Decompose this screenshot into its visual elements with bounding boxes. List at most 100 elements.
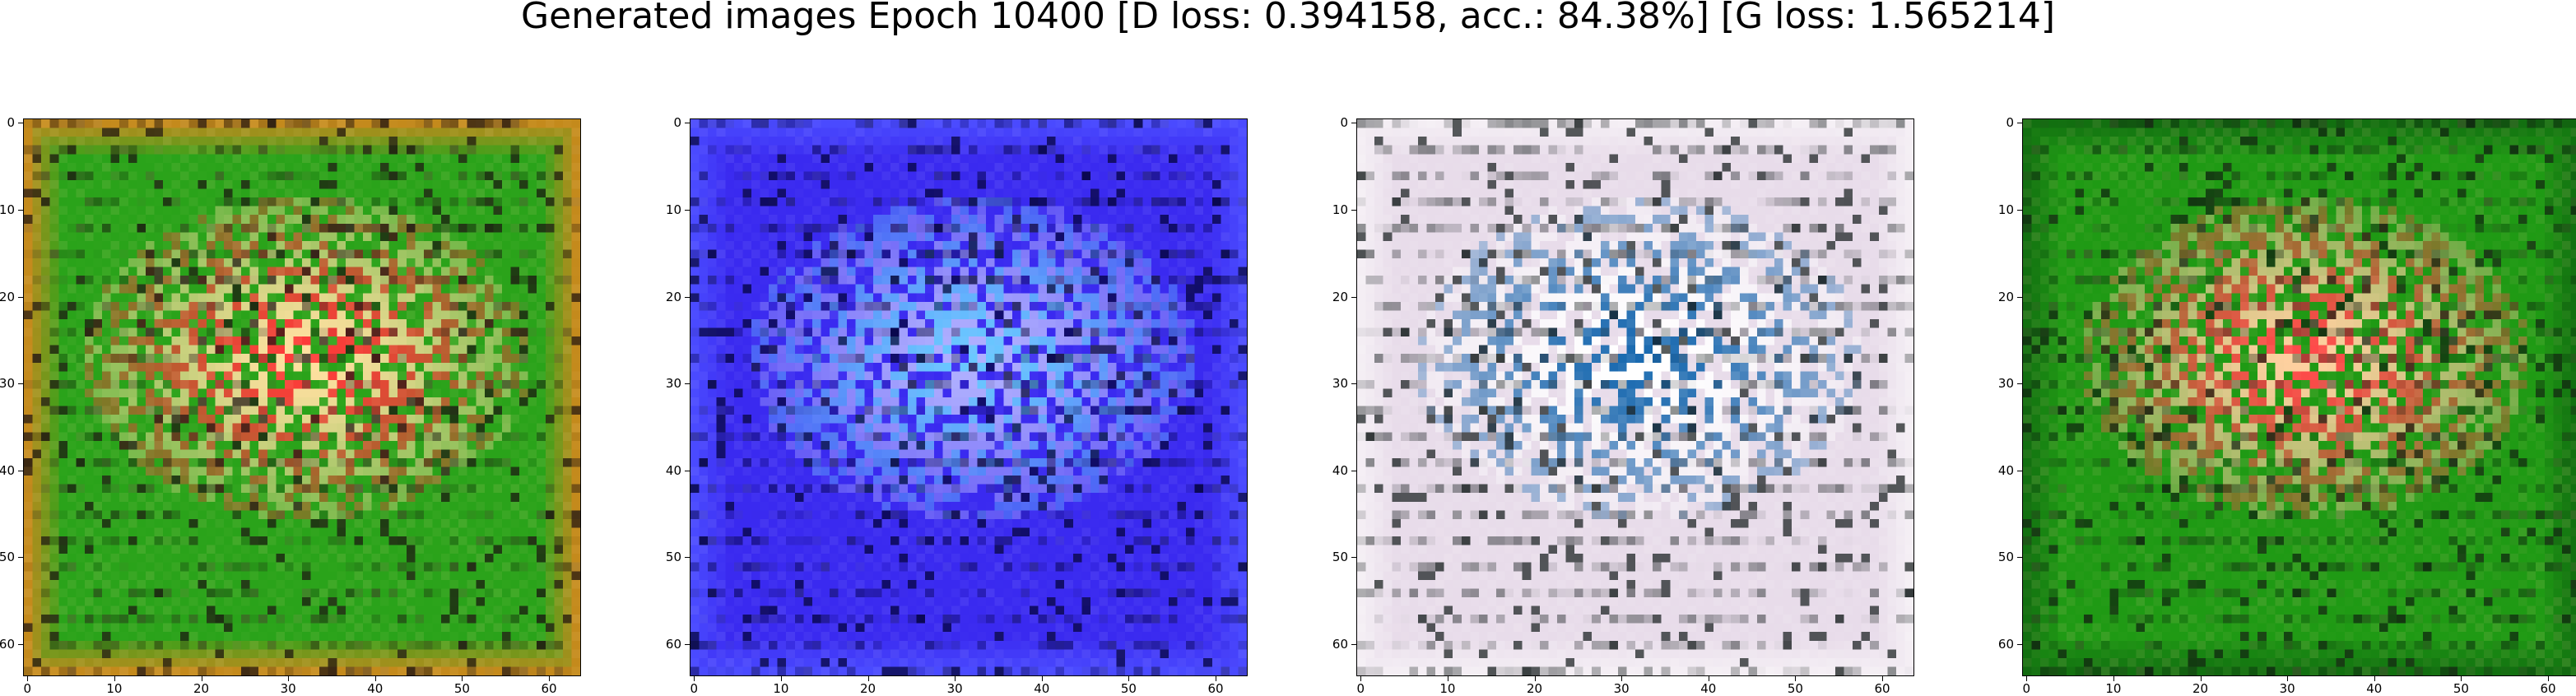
figure-title: Generated images Epoch 10400 [D loss: 0.… xyxy=(0,0,2576,49)
generated-image-2-panel: 0 0 10 10 20 20 30 30 40 40 50 50 60 60 xyxy=(690,118,1248,676)
x-tick-mark xyxy=(462,676,463,681)
generated-image-3-pixels xyxy=(1357,119,1913,675)
y-tick-label: 50 xyxy=(1325,551,1348,564)
x-tick-mark xyxy=(1535,676,1536,681)
generated-image-2-pixels xyxy=(690,119,1247,675)
x-tick-label: 0 xyxy=(681,683,706,695)
x-tick-label: 50 xyxy=(449,683,474,695)
x-tick-label: 10 xyxy=(1435,683,1460,695)
y-tick-label: 40 xyxy=(1325,465,1348,477)
x-tick-mark xyxy=(1621,676,1622,681)
y-tick-label: 20 xyxy=(0,291,15,304)
x-tick-mark xyxy=(375,676,376,681)
y-tick-label: 40 xyxy=(0,465,15,477)
y-tick-mark xyxy=(1351,210,1356,211)
x-tick-label: 20 xyxy=(856,683,881,695)
y-tick-label: 30 xyxy=(658,378,681,390)
x-tick-mark xyxy=(781,676,782,681)
y-tick-label: 20 xyxy=(1325,291,1348,304)
x-tick-label: 30 xyxy=(942,683,967,695)
x-tick-label: 10 xyxy=(102,683,127,695)
x-tick-mark xyxy=(2201,676,2202,681)
x-tick-mark xyxy=(288,676,289,681)
y-tick-mark xyxy=(1351,383,1356,384)
y-tick-label: 20 xyxy=(1991,291,2014,304)
y-tick-label: 60 xyxy=(1991,638,2014,651)
y-tick-mark xyxy=(18,383,23,384)
y-tick-mark xyxy=(685,210,690,211)
generated-image-1-pixels xyxy=(24,119,580,675)
x-tick-mark xyxy=(868,676,869,681)
x-tick-label: 40 xyxy=(363,683,388,695)
x-tick-mark xyxy=(2287,676,2288,681)
y-tick-mark xyxy=(685,383,690,384)
y-tick-mark xyxy=(685,644,690,645)
x-tick-mark xyxy=(2461,676,2462,681)
x-tick-label: 60 xyxy=(1870,683,1895,695)
y-tick-label: 50 xyxy=(0,551,15,564)
x-tick-mark xyxy=(1042,676,1043,681)
y-tick-mark xyxy=(1351,297,1356,298)
y-tick-label: 30 xyxy=(1991,378,2014,390)
x-tick-label: 40 xyxy=(1030,683,1054,695)
y-tick-label: 40 xyxy=(658,465,681,477)
y-tick-label: 10 xyxy=(1991,204,2014,216)
x-tick-mark xyxy=(2548,676,2549,681)
generated-image-2 xyxy=(690,118,1248,676)
y-tick-label: 50 xyxy=(1991,551,2014,564)
y-tick-mark xyxy=(18,557,23,558)
y-tick-mark xyxy=(18,210,23,211)
x-tick-mark xyxy=(549,676,550,681)
x-tick-label: 50 xyxy=(1116,683,1141,695)
y-tick-label: 10 xyxy=(1325,204,1348,216)
x-tick-label: 20 xyxy=(189,683,214,695)
y-tick-label: 0 xyxy=(1991,117,2014,129)
x-tick-label: 30 xyxy=(276,683,300,695)
generated-image-4-pixels xyxy=(2023,119,2576,675)
x-tick-mark xyxy=(114,676,115,681)
x-tick-label: 20 xyxy=(1523,683,1547,695)
x-tick-label: 50 xyxy=(1783,683,1807,695)
x-tick-label: 10 xyxy=(769,683,793,695)
y-tick-label: 0 xyxy=(0,117,15,129)
x-tick-mark xyxy=(1128,676,1129,681)
generated-image-3 xyxy=(1356,118,1914,676)
x-tick-mark xyxy=(27,676,28,681)
y-tick-label: 0 xyxy=(1325,117,1348,129)
y-tick-mark xyxy=(2017,297,2022,298)
y-tick-mark xyxy=(1351,644,1356,645)
x-tick-label: 40 xyxy=(2362,683,2387,695)
y-tick-label: 60 xyxy=(0,638,15,651)
y-tick-label: 60 xyxy=(658,638,681,651)
x-tick-mark xyxy=(955,676,956,681)
x-tick-mark xyxy=(1360,676,1361,681)
y-tick-label: 30 xyxy=(1325,378,1348,390)
x-tick-mark xyxy=(2113,676,2114,681)
y-tick-label: 10 xyxy=(658,204,681,216)
y-tick-mark xyxy=(18,297,23,298)
y-tick-label: 30 xyxy=(0,378,15,390)
x-tick-label: 50 xyxy=(2448,683,2473,695)
generated-image-4 xyxy=(2022,118,2576,676)
y-tick-label: 60 xyxy=(1325,638,1348,651)
y-tick-label: 0 xyxy=(658,117,681,129)
y-tick-mark xyxy=(18,644,23,645)
y-tick-mark xyxy=(2017,210,2022,211)
y-tick-mark xyxy=(2017,557,2022,558)
x-tick-label: 60 xyxy=(1203,683,1228,695)
generated-image-1-panel: 0 0 10 10 20 20 30 30 40 40 50 50 60 60 xyxy=(23,118,581,676)
y-tick-mark xyxy=(2017,383,2022,384)
generated-image-1 xyxy=(23,118,581,676)
x-tick-mark xyxy=(2374,676,2375,681)
y-tick-mark xyxy=(1351,557,1356,558)
x-tick-label: 60 xyxy=(537,683,561,695)
x-tick-label: 30 xyxy=(1609,683,1634,695)
x-tick-mark xyxy=(1795,676,1796,681)
y-tick-label: 40 xyxy=(1991,465,2014,477)
x-tick-mark xyxy=(694,676,695,681)
x-tick-mark xyxy=(1882,676,1883,681)
x-tick-label: 0 xyxy=(15,683,40,695)
generated-image-3-panel: 0 0 10 10 20 20 30 30 40 40 50 50 60 60 xyxy=(1356,118,1914,676)
y-tick-mark xyxy=(2017,644,2022,645)
x-tick-label: 0 xyxy=(2014,683,2039,695)
